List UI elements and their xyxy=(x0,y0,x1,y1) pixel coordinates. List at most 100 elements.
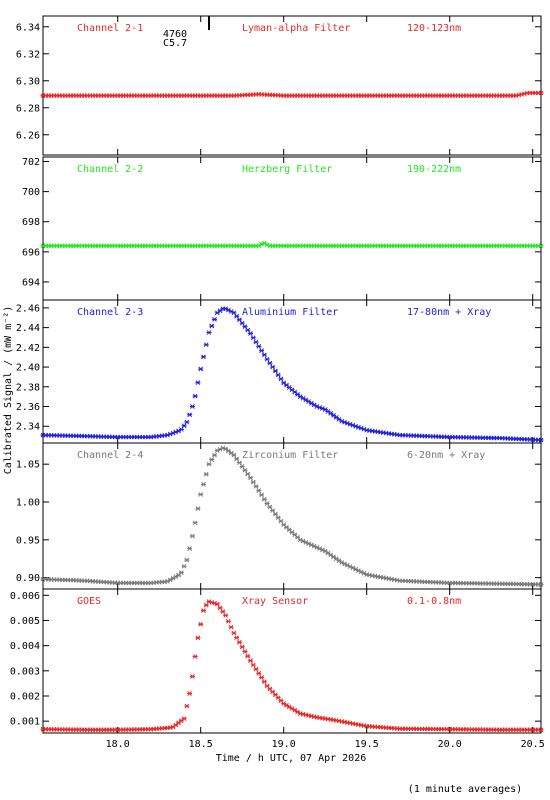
y-tick-label: 0.006 xyxy=(10,591,40,602)
data-point xyxy=(234,313,240,319)
y-tick-label: 1.00 xyxy=(16,498,40,509)
y-axis-title: Calibrated Signal / (mW m⁻²) xyxy=(3,306,14,475)
panel-channel-label: Channel 2-4 xyxy=(77,450,143,461)
data-point xyxy=(538,90,544,96)
data-point xyxy=(181,716,187,722)
series-points xyxy=(40,306,544,443)
data-point xyxy=(236,460,242,466)
data-point xyxy=(209,323,215,329)
panel-range-label: 6-20nm + Xray xyxy=(407,450,485,461)
data-point xyxy=(242,467,248,473)
data-point xyxy=(272,368,278,374)
data-point xyxy=(250,479,256,485)
data-point xyxy=(187,412,193,418)
data-point xyxy=(214,601,220,607)
data-point xyxy=(209,457,215,462)
panel-channel-label: Channel 2-1 xyxy=(77,23,143,34)
panel-filter-label: Zirconium Filter xyxy=(242,450,338,461)
data-point xyxy=(538,727,544,733)
data-point xyxy=(198,492,204,497)
y-tick-label: 0.90 xyxy=(16,573,40,584)
data-point xyxy=(325,550,331,556)
data-point xyxy=(189,533,195,539)
data-point xyxy=(538,243,544,249)
data-point xyxy=(236,639,242,645)
y-tick-label: 702 xyxy=(22,157,40,168)
data-point xyxy=(331,554,336,560)
data-point xyxy=(328,411,334,416)
data-point xyxy=(189,404,195,409)
data-point xyxy=(328,552,334,558)
y-tick-label: 6.26 xyxy=(16,130,40,141)
data-point xyxy=(200,608,206,613)
data-point xyxy=(253,666,259,672)
data-point xyxy=(278,376,284,382)
panel-filter-label: Lyman-alpha Filter xyxy=(242,23,350,34)
y-tick-label: 2.38 xyxy=(16,382,40,393)
data-point xyxy=(192,654,198,659)
data-point xyxy=(256,343,262,349)
data-point xyxy=(322,548,328,554)
data-point xyxy=(272,511,278,517)
data-point xyxy=(200,482,206,487)
data-point xyxy=(275,515,281,520)
data-point xyxy=(206,330,212,335)
data-point xyxy=(278,518,284,524)
data-point xyxy=(214,310,220,316)
y-tick-label: 0.002 xyxy=(10,691,40,702)
panel-range-label: 17-80nm + Xray xyxy=(407,307,491,318)
data-point xyxy=(259,675,265,680)
y-tick-label: 698 xyxy=(22,217,40,228)
data-point xyxy=(236,317,242,323)
panel-3: 2.34 2.36 2.38 2.40 2.42 2.44 2.46 Channel 2-3 A… xyxy=(16,299,544,444)
data-point xyxy=(178,427,184,432)
data-point xyxy=(538,582,544,587)
panel-range-label: 120-123nm xyxy=(407,23,461,34)
panel-5: 0.001 0.002 0.003 0.004 0.005 0.006 18.0 18.5 19… xyxy=(10,588,545,750)
y-tick-label: 700 xyxy=(22,187,40,198)
panel-filter-label: Herzberg Filter xyxy=(242,164,332,175)
panel-filter-label: Aluminium Filter xyxy=(242,307,338,318)
panel-frame xyxy=(42,15,542,156)
data-point xyxy=(192,520,198,526)
data-point xyxy=(250,335,256,341)
series-points xyxy=(40,90,544,98)
panel-frame xyxy=(42,442,542,590)
data-point xyxy=(187,546,193,552)
data-point xyxy=(184,419,190,425)
y-tick-label: 2.42 xyxy=(16,343,40,354)
panel-channel-label: Channel 2-3 xyxy=(77,307,143,318)
chart-panels: 6.26 6.28 6.30 6.32 6.34 Channel 2-1 Lyman-alp… xyxy=(10,15,545,750)
panel-1: 6.26 6.28 6.30 6.32 6.34 Channel 2-1 Lyman-alp… xyxy=(16,15,544,156)
data-point xyxy=(322,407,328,412)
data-point xyxy=(203,602,209,608)
panel-2: 694 696 698 700 702 Channel 2-2 Herzberg Filte… xyxy=(22,156,544,301)
data-point xyxy=(195,380,201,385)
data-point xyxy=(239,320,245,326)
data-point xyxy=(250,662,256,668)
data-point xyxy=(231,310,237,316)
data-point xyxy=(259,492,265,498)
data-point xyxy=(256,670,262,676)
series-points xyxy=(40,445,544,587)
data-point xyxy=(239,644,245,650)
data-point xyxy=(231,452,237,458)
data-point xyxy=(242,324,248,329)
data-point xyxy=(217,605,223,611)
data-point xyxy=(245,653,251,659)
y-tick-label: 0.003 xyxy=(10,666,40,677)
y-tick-label: 0.001 xyxy=(10,717,40,728)
data-point xyxy=(178,570,184,575)
data-point xyxy=(195,506,201,511)
y-tick-label: 0.95 xyxy=(16,535,40,546)
data-point xyxy=(223,613,229,618)
data-point xyxy=(242,649,248,654)
data-point xyxy=(538,437,544,443)
data-point xyxy=(325,409,331,414)
panel-range-label: 0.1-0.8nm xyxy=(407,596,461,607)
data-point xyxy=(253,484,259,489)
data-point xyxy=(267,360,273,366)
x-tick-label: 18.5 xyxy=(189,739,213,750)
y-tick-label: 0.004 xyxy=(10,641,40,652)
